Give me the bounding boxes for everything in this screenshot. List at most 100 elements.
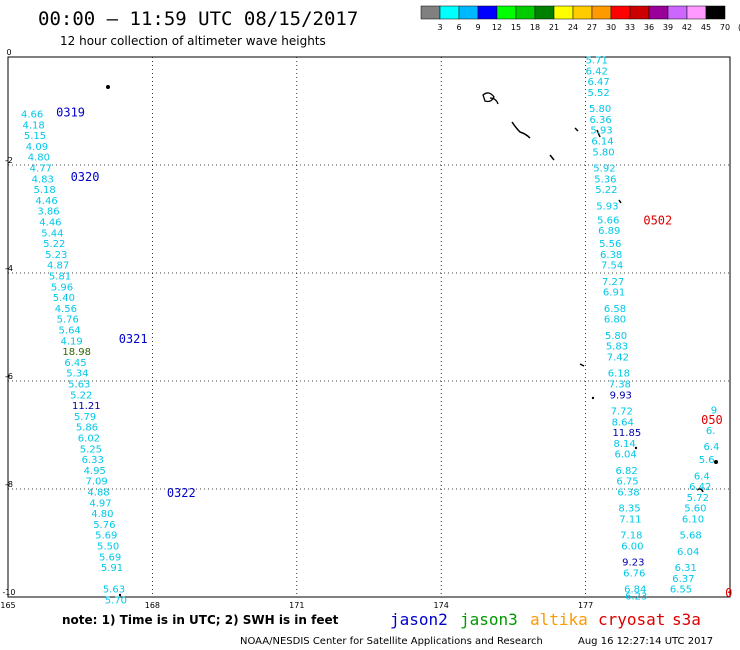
island-marker — [106, 85, 110, 89]
wave-height-value: 5.63 — [68, 379, 90, 390]
y-tick-label: -4 — [5, 264, 13, 273]
wave-height-value: 5.83 — [606, 342, 628, 353]
wave-height-value: 7.11 — [619, 514, 641, 525]
wave-height-value: 5.79 — [74, 412, 96, 423]
wave-height-value: 5.91 — [101, 563, 123, 574]
wave-height-value: 5.63 — [103, 585, 125, 596]
colorbar-label: 70 — [720, 23, 730, 32]
y-tick-label: -6 — [5, 372, 13, 381]
wave-height-value: 5.68 — [679, 531, 701, 542]
wave-height-value: 5.6 — [699, 455, 715, 466]
colorbar-swatch — [496, 5, 517, 20]
colorbar-label: 12 — [492, 23, 502, 32]
wave-height-value: 4.56 — [55, 304, 77, 315]
wave-height-value: 5.22 — [595, 185, 617, 196]
wave-height-value: 5.34 — [66, 369, 88, 380]
wave-height-value: 4.88 — [87, 487, 109, 498]
wave-height-value: 4.18 — [22, 120, 44, 131]
island-outline — [596, 129, 601, 138]
wave-height-value: 4.83 — [32, 174, 54, 185]
x-tick-label: 165 — [0, 601, 15, 610]
colorbar-label: 45 — [701, 23, 711, 32]
wave-height-value: 6.91 — [603, 288, 625, 299]
wave-height-value: 6.58 — [604, 304, 626, 315]
wave-height-value: 5.86 — [76, 423, 98, 434]
wave-height-value: 8.64 — [612, 417, 634, 428]
wave-height-value: 5.56 — [599, 239, 621, 250]
island-outline — [489, 97, 499, 105]
wave-height-value: 5.22 — [43, 239, 65, 250]
satellite-legend: jason2 jason3 altika cryosat s3a — [390, 610, 701, 629]
wave-height-value: 6.04 — [677, 547, 699, 558]
colorbar-swatch — [515, 5, 536, 20]
island-outline — [482, 92, 495, 103]
wave-height-value: 5.15 — [24, 131, 46, 142]
wave-height-value: 6.45 — [64, 358, 86, 369]
plot-area: 165 168 171 174 177 0 -2 -4 -6 -8 -10 4.664.185.15… — [0, 48, 732, 610]
wave-height-value: 6.02 — [78, 433, 100, 444]
island-outline — [511, 121, 531, 139]
colorbar-label: 18 — [530, 23, 540, 32]
wave-height-value: 9.93 — [610, 390, 632, 401]
colorbar-swatch — [553, 5, 574, 20]
wave-height-value: 5.64 — [59, 325, 81, 336]
colorbar-label: 27 — [587, 23, 597, 32]
wave-height-value: 8.35 — [618, 504, 640, 515]
wave-height-value: 8.14 — [614, 439, 636, 450]
wave-height-value: 6.36 — [589, 115, 611, 126]
wave-height-value: 5.60 — [684, 504, 706, 515]
colorbar-label: 36 — [644, 23, 654, 32]
island-outline — [549, 154, 555, 161]
wave-height-value: 4.09 — [26, 142, 48, 153]
x-tick-label: 171 — [289, 601, 304, 610]
pass-id-label: 0322 — [167, 486, 196, 500]
island-outline — [618, 199, 622, 204]
footer-credit: NOAA/NESDIS Center for Satellite Applica… — [240, 636, 543, 647]
wave-height-value: 3.86 — [37, 207, 59, 218]
wave-height-value: 5.92 — [593, 163, 615, 174]
island-marker — [118, 593, 122, 597]
pass-id-label: 0321 — [119, 332, 148, 346]
wave-height-value: 4.46 — [39, 217, 61, 228]
satellite-legend-entry: cryosat — [598, 610, 665, 629]
wave-height-value: 5.69 — [95, 531, 117, 542]
wave-height-value: 5.80 — [592, 147, 614, 158]
wave-height-value: 6.55 — [670, 585, 692, 596]
wave-height-value: 6.47 — [588, 77, 610, 88]
wave-height-value: 7.72 — [611, 406, 633, 417]
colorbar-swatch — [591, 5, 612, 20]
wave-height-value: 6.4 — [694, 471, 710, 482]
wave-height-value: 5.18 — [34, 185, 56, 196]
wave-height-value: 4.95 — [84, 466, 106, 477]
wave-height-value: 6.37 — [672, 574, 694, 585]
wave-height-value: 5.70 — [105, 595, 127, 606]
colorbar-label: 39 — [663, 23, 673, 32]
wave-height-value: 7.09 — [85, 477, 107, 488]
colorbar-swatch — [534, 5, 555, 20]
wave-height-value: 4.87 — [47, 261, 69, 272]
satellite-legend-entry: jason3 — [460, 610, 518, 629]
grid-lines — [8, 57, 730, 597]
colorbar-swatch — [705, 5, 726, 20]
wave-height-value: 6.80 — [604, 315, 626, 326]
wave-height-value: 11.21 — [72, 401, 101, 412]
colorbar-label: 21 — [549, 23, 559, 32]
colorbar-swatch — [477, 5, 498, 20]
wave-height-value: 11.85 — [613, 428, 642, 439]
island-outline — [579, 363, 585, 367]
wave-height-value: 6.10 — [682, 514, 704, 525]
wave-height-value: 7.42 — [607, 352, 629, 363]
wave-height-value: 5.93 — [596, 201, 618, 212]
wave-height-value: 7.54 — [601, 261, 623, 272]
wave-height-value: 6.75 — [616, 477, 638, 488]
axis-tick-labels: 165 168 171 174 177 0 -2 -4 -6 -8 -10 — [0, 48, 593, 610]
wave-height-value: 6.84 — [624, 585, 646, 596]
colorbar-swatch — [629, 5, 650, 20]
wave-height-value: 5.66 — [597, 215, 619, 226]
y-tick-label: -10 — [2, 588, 15, 597]
wave-height-value: 5.80 — [589, 104, 611, 115]
wave-height-value: 5.76 — [57, 315, 79, 326]
wave-height-value: 6. — [706, 426, 716, 437]
wave-height-value: 5.81 — [49, 271, 71, 282]
colorbar-swatch — [667, 5, 688, 20]
